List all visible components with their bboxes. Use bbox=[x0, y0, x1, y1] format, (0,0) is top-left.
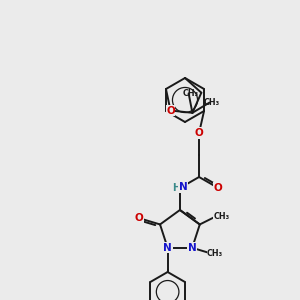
Text: O: O bbox=[166, 106, 175, 116]
Text: CH₃: CH₃ bbox=[207, 249, 223, 258]
Text: N: N bbox=[188, 243, 197, 253]
Text: H: H bbox=[172, 183, 180, 193]
Text: N: N bbox=[163, 243, 172, 253]
Text: O: O bbox=[195, 128, 203, 138]
Text: O: O bbox=[135, 213, 143, 223]
Text: N: N bbox=[178, 182, 187, 192]
Text: CH₃: CH₃ bbox=[183, 89, 199, 98]
Text: O: O bbox=[214, 183, 223, 193]
Text: CH₃: CH₃ bbox=[203, 98, 219, 107]
Text: CH₃: CH₃ bbox=[214, 212, 230, 220]
